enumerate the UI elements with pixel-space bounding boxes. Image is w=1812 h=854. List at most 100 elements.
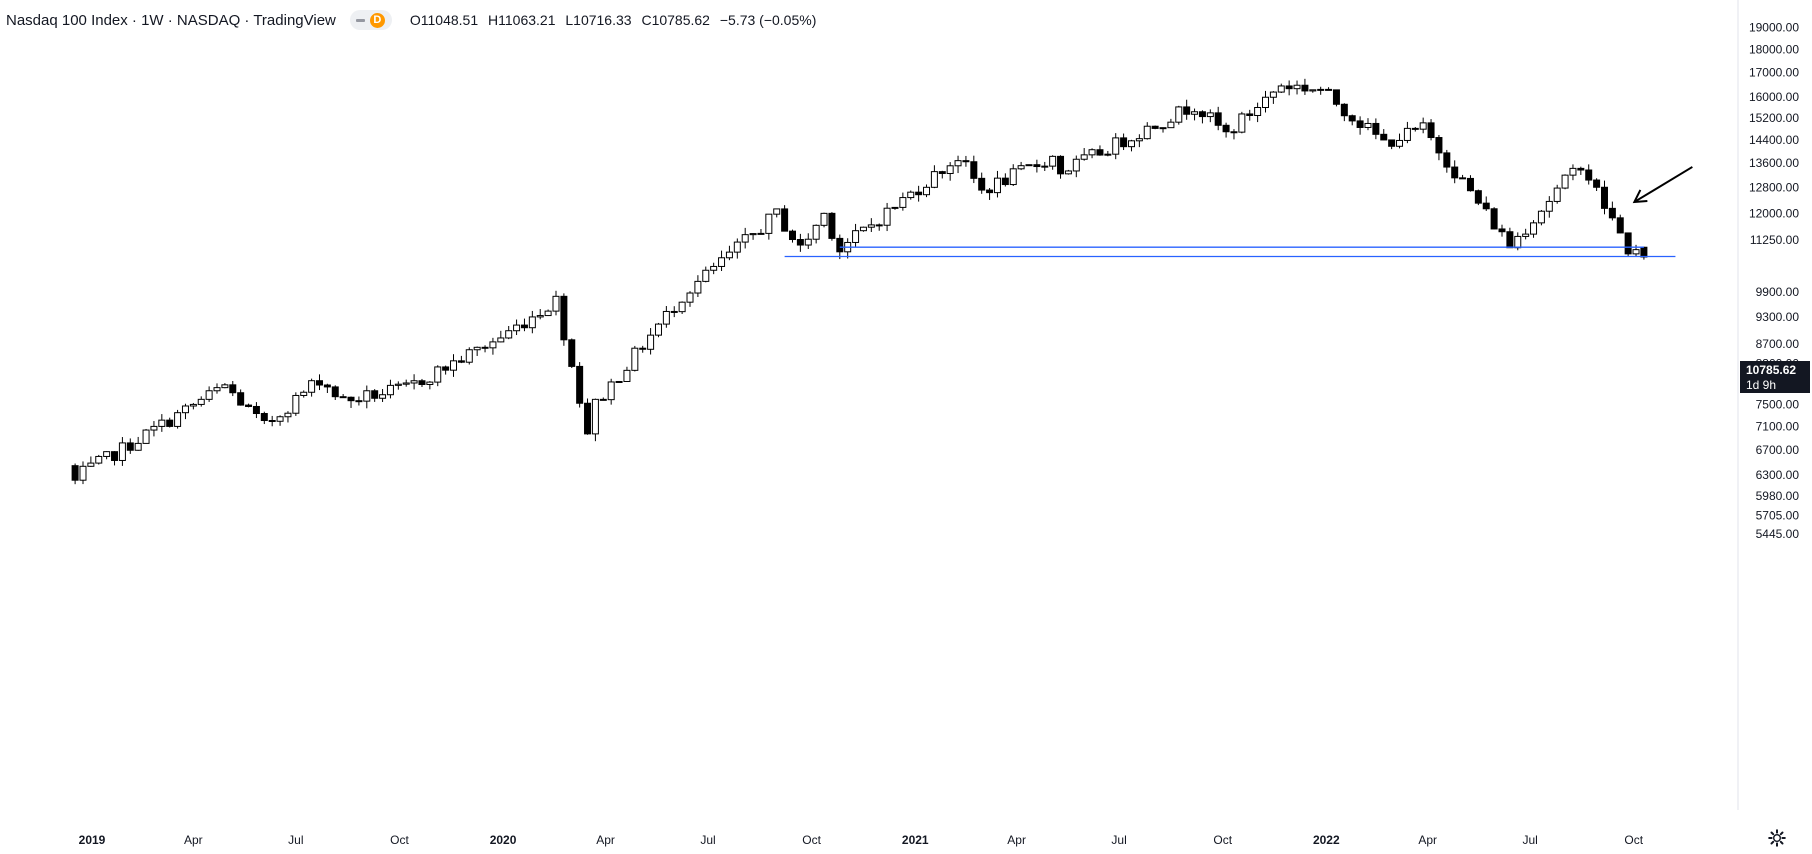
candle-down[interactable]: [481, 346, 489, 349]
candle-up[interactable]: [702, 269, 710, 282]
candle-up[interactable]: [426, 381, 434, 385]
candle-up[interactable]: [654, 323, 662, 336]
candle-down[interactable]: [71, 465, 79, 481]
candle-up[interactable]: [1206, 112, 1214, 118]
candle-up[interactable]: [489, 341, 497, 349]
candle-down[interactable]: [1474, 190, 1482, 204]
candle-up[interactable]: [812, 224, 820, 240]
candle-up[interactable]: [749, 233, 757, 236]
candle-down[interactable]: [1151, 125, 1159, 129]
candle-down[interactable]: [986, 189, 994, 194]
candle-down[interactable]: [1340, 103, 1348, 117]
candle-down[interactable]: [962, 160, 970, 163]
collapse-icon[interactable]: [355, 18, 365, 22]
candle-up[interactable]: [741, 234, 749, 243]
candle-down[interactable]: [1096, 149, 1104, 156]
candle-down[interactable]: [1577, 167, 1585, 171]
candle-up[interactable]: [450, 360, 458, 371]
candle-up[interactable]: [615, 380, 623, 383]
candle-up[interactable]: [386, 384, 394, 396]
candle-up[interactable]: [631, 347, 639, 371]
symbol-title[interactable]: Nasdaq 100 Index · 1W · NASDAQ · Trading…: [6, 11, 336, 29]
candle-up[interactable]: [189, 403, 197, 407]
candle-down[interactable]: [1435, 137, 1443, 154]
candle-up[interactable]: [891, 206, 899, 209]
candle-up[interactable]: [1262, 96, 1270, 109]
candle-up[interactable]: [1175, 106, 1183, 123]
candle-down[interactable]: [1624, 232, 1632, 255]
candle-down[interactable]: [639, 347, 647, 350]
candle-up[interactable]: [1088, 149, 1096, 156]
candle-down[interactable]: [781, 208, 789, 232]
arrow-annotation[interactable]: [1633, 166, 1693, 203]
candle-up[interactable]: [1049, 155, 1057, 167]
candle-up[interactable]: [1545, 200, 1553, 212]
candle-down[interactable]: [1388, 139, 1396, 147]
candle-up[interactable]: [142, 429, 150, 444]
candle-up[interactable]: [1041, 165, 1049, 168]
candle-up[interactable]: [221, 384, 229, 389]
candle-down[interactable]: [915, 191, 923, 196]
candle-down[interactable]: [1230, 131, 1238, 134]
candle-down[interactable]: [1600, 186, 1608, 209]
candle-up[interactable]: [1159, 127, 1167, 130]
candle-up[interactable]: [1104, 153, 1112, 156]
candle-down[interactable]: [1490, 208, 1498, 230]
candle-up[interactable]: [1309, 89, 1317, 92]
candle-up[interactable]: [733, 241, 741, 253]
candle-up[interactable]: [1364, 122, 1372, 128]
candle-down[interactable]: [875, 224, 883, 227]
candle-up[interactable]: [1191, 111, 1199, 115]
candle-up[interactable]: [1293, 84, 1301, 90]
candle-up[interactable]: [213, 387, 221, 392]
candle-up[interactable]: [174, 412, 182, 427]
candle-up[interactable]: [1419, 122, 1427, 130]
candle-up[interactable]: [930, 171, 938, 188]
candle-down[interactable]: [1325, 88, 1333, 91]
candle-down[interactable]: [576, 365, 584, 404]
candle-down[interactable]: [1608, 207, 1616, 219]
candle-up[interactable]: [473, 346, 481, 351]
candle-up[interactable]: [118, 442, 126, 461]
candle-down[interactable]: [1332, 89, 1340, 105]
candle-up[interactable]: [284, 412, 292, 418]
candle-down[interactable]: [339, 396, 347, 399]
candle-up[interactable]: [907, 191, 915, 199]
candle-up[interactable]: [150, 425, 158, 431]
candle-up[interactable]: [513, 324, 521, 332]
candle-up[interactable]: [1317, 88, 1325, 91]
candle-up[interactable]: [528, 316, 536, 329]
candle-up[interactable]: [1553, 187, 1561, 202]
candle-up[interactable]: [95, 455, 103, 464]
candle-up[interactable]: [308, 380, 316, 393]
candle-down[interactable]: [268, 420, 276, 423]
candle-up[interactable]: [1072, 158, 1080, 172]
candle-down[interactable]: [1001, 177, 1009, 186]
candle-up[interactable]: [1167, 121, 1175, 129]
market-status-badge[interactable]: D: [349, 10, 392, 30]
candle-up[interactable]: [276, 416, 284, 422]
candle-up[interactable]: [923, 186, 931, 196]
candle-down[interactable]: [1506, 231, 1514, 249]
candle-up[interactable]: [1009, 168, 1017, 186]
candle-up[interactable]: [544, 310, 552, 317]
candle-up[interactable]: [765, 213, 773, 234]
candle-up[interactable]: [607, 381, 615, 401]
candle-up[interactable]: [1254, 107, 1262, 116]
candle-up[interactable]: [1238, 113, 1246, 133]
candle-down[interactable]: [670, 310, 678, 313]
candle-up[interactable]: [1530, 222, 1538, 235]
candle-up[interactable]: [757, 232, 765, 235]
candle-down[interactable]: [1498, 228, 1506, 233]
candle-up[interactable]: [103, 451, 111, 457]
candle-down[interactable]: [1372, 122, 1380, 135]
candle-up[interactable]: [1017, 165, 1025, 170]
candle-up[interactable]: [1127, 140, 1135, 148]
candle-down[interactable]: [1443, 152, 1451, 168]
candle-down[interactable]: [1411, 127, 1419, 130]
candle-down[interactable]: [1120, 137, 1128, 148]
candle-down[interactable]: [1214, 112, 1222, 126]
candle-up[interactable]: [205, 390, 213, 400]
candle-up[interactable]: [1396, 139, 1404, 147]
candle-up[interactable]: [662, 310, 670, 325]
